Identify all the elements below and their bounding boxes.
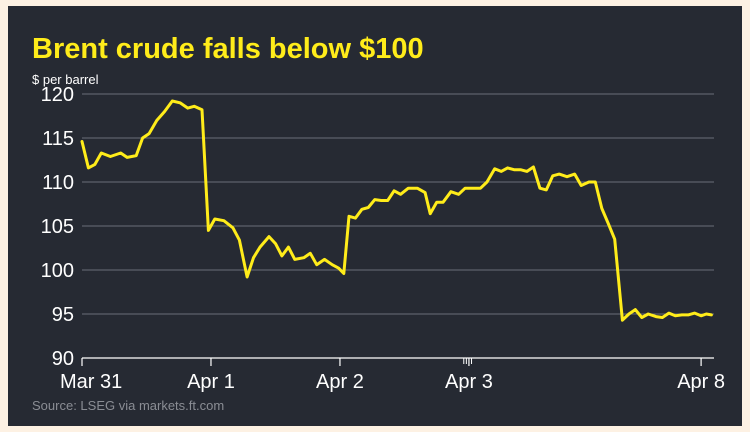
- gridlines: [82, 93, 714, 359]
- chart-title: Brent crude falls below $100: [32, 33, 424, 65]
- x-tick-label: Apr 8: [677, 371, 725, 393]
- line-chart: Brent crude falls below $100 $ per barre…: [32, 33, 725, 413]
- source-note: Source: LSEG via markets.ft.com: [32, 398, 224, 413]
- chart-card: Brent crude falls below $100 $ per barre…: [8, 6, 742, 426]
- x-tick-label: Apr 3: [445, 371, 493, 393]
- y-tick-labels: 90 95 100 105 110 115 120: [41, 84, 74, 370]
- series-line-brent: [80, 99, 713, 322]
- x-tick-label: Apr 2: [316, 371, 364, 393]
- y-tick-label: 115: [42, 128, 74, 150]
- y-tick-label: 100: [41, 260, 74, 282]
- y-tick-label: 90: [52, 348, 74, 370]
- x-tick-label: Mar 31: [60, 371, 122, 393]
- y-axis-label: $ per barrel: [32, 72, 99, 87]
- x-axis: Mar 31 Apr 1 Apr 2 Apr 3 Apr 8: [60, 358, 725, 393]
- y-tick-label: 110: [42, 172, 74, 194]
- y-tick-label: 105: [41, 216, 74, 238]
- y-tick-label: 95: [52, 304, 74, 326]
- y-tick-label: 120: [41, 84, 74, 106]
- x-tick-label: Apr 1: [187, 371, 235, 393]
- series-lines: [80, 99, 713, 322]
